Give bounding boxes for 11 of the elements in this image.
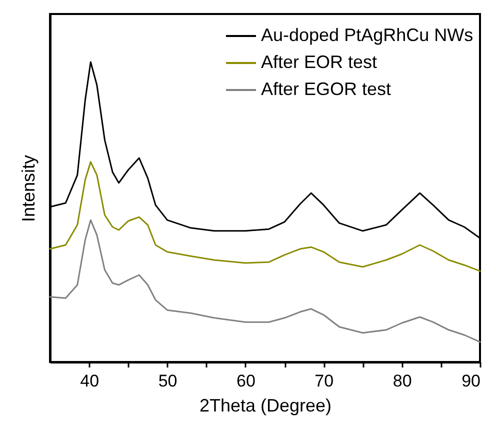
y-axis-title: Intensity <box>18 154 38 222</box>
legend-label: After EOR test <box>261 52 378 72</box>
legend-label: Au-doped PtAgRhCu NWs <box>261 25 474 45</box>
x-axis-title: 2Theta (Degree) <box>199 396 332 416</box>
x-tick-label: 90 <box>462 372 480 390</box>
x-tick-label: 70 <box>314 372 334 390</box>
legend-label: After EGOR test <box>261 79 392 99</box>
x-tick-label: 60 <box>236 372 256 390</box>
x-tick-label: 40 <box>80 372 100 390</box>
x-tick-label: 50 <box>158 372 178 390</box>
x-tick-label: 80 <box>392 372 412 390</box>
